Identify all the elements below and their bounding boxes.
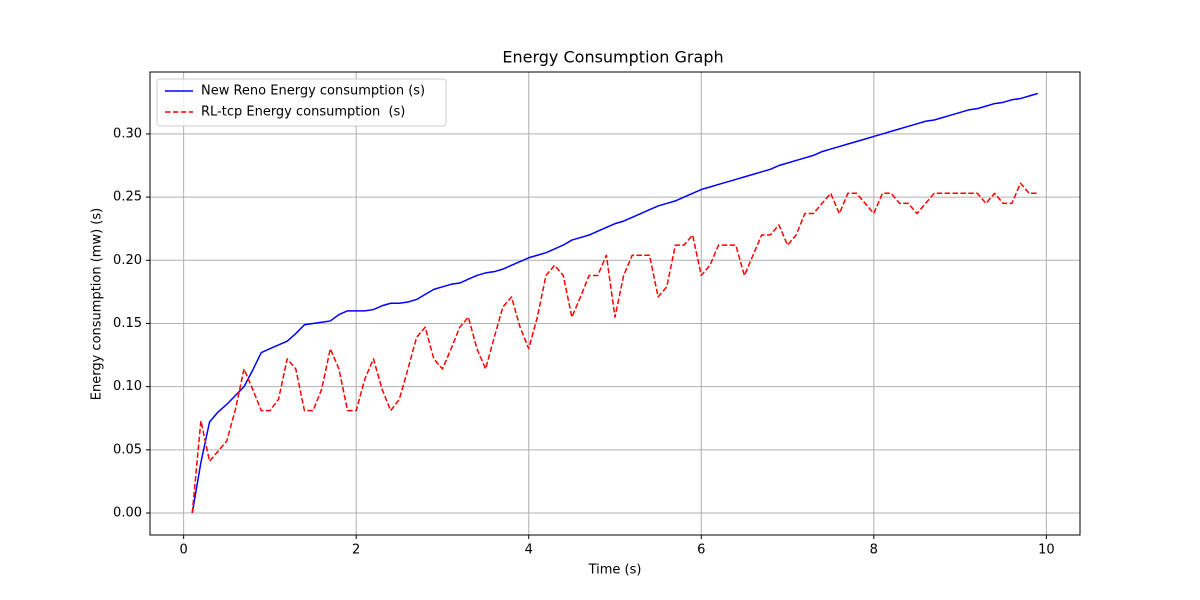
line-series (191, 182, 1038, 514)
legend: New Reno Energy consumption (s) RL-tcp En… (156, 78, 447, 127)
y-tick-label: 0.15 (113, 316, 142, 331)
line-series (191, 92, 1038, 514)
x-tick-label: 6 (697, 543, 705, 558)
x-tick-label: 4 (525, 543, 533, 558)
plot-frame (149, 71, 1081, 536)
y-tick-label: 0.10 (113, 379, 142, 394)
chart-title: Energy Consumption Graph (502, 48, 723, 67)
x-tick-label: 8 (870, 543, 878, 558)
legend-box (156, 78, 447, 127)
x-axis-label: Time (s) (588, 563, 642, 578)
y-axis-label: Energy consumption (mw) (s) (90, 208, 105, 400)
y-tick-label: 0.00 (113, 506, 142, 521)
y-tick-label: 0.30 (113, 126, 142, 141)
legend-label: RL-tcp Energy consumption (s) (201, 105, 405, 120)
y-tick-label: 0.05 (113, 442, 142, 457)
legend-label: New Reno Energy consumption (s) (201, 84, 425, 99)
y-tick-label: 0.25 (113, 190, 142, 205)
x-tick-label: 2 (352, 543, 360, 558)
y-tick-label: 0.20 (113, 253, 142, 268)
x-tick-label: 0 (180, 543, 188, 558)
x-tick-label: 10 (1038, 543, 1055, 558)
